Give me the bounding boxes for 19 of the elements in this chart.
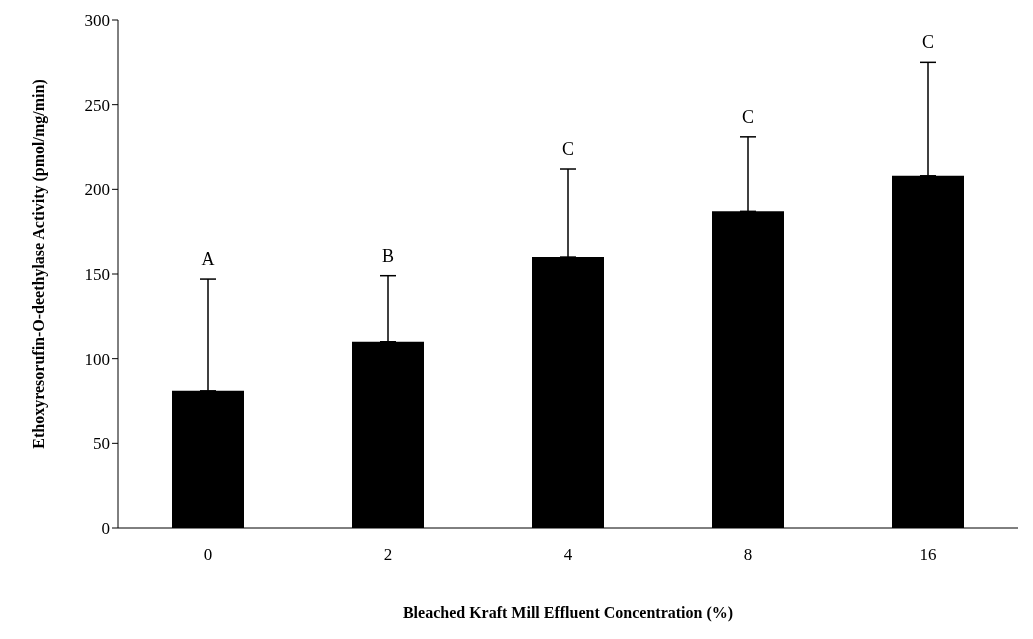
y-tick-label: 0 <box>101 519 110 539</box>
x-tick-label: 2 <box>383 545 393 565</box>
x-tick-label: 8 <box>743 545 753 565</box>
x-tick-label: 0 <box>203 545 213 565</box>
y-tick-label: 250 <box>84 95 110 115</box>
x-tick-label: 4 <box>563 545 573 565</box>
annotation: A <box>201 249 215 270</box>
annotation: C <box>921 32 935 53</box>
x-axis-title: Bleached Kraft Mill Effluent Concentration (%) <box>402 604 734 622</box>
annotation: C <box>741 106 755 127</box>
y-tick-label: 200 <box>84 180 110 200</box>
y-axis-title: Ethoxyresorufin-O-deethylase Activity (pmol/mg/min) <box>29 79 48 449</box>
y-tick-label: 50 <box>93 434 110 454</box>
y-tick-label: 150 <box>84 265 110 285</box>
annotation: C <box>561 139 575 160</box>
annotation: B <box>381 245 395 266</box>
x-tick-label: 16 <box>919 545 937 565</box>
y-tick-label: 300 <box>84 11 110 31</box>
y-tick-label: 100 <box>84 349 110 369</box>
